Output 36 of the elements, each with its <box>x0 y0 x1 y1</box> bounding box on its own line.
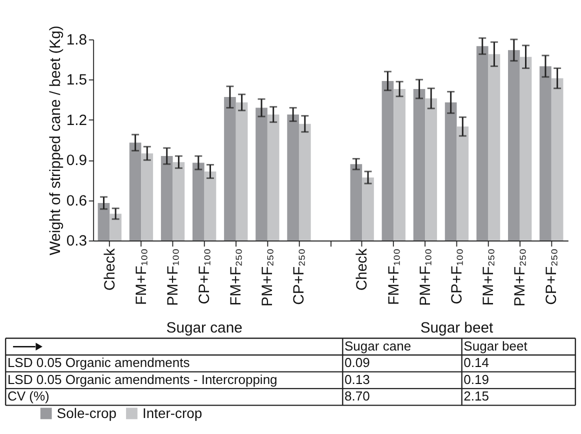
text: Sugar beet <box>464 338 528 354</box>
x-tick-label: FM+F₁₀₀ <box>134 248 150 306</box>
y-tick-label: 0.3 <box>66 234 88 250</box>
text: LSD 0.05 Organic amendments - Intercropping <box>7 372 278 387</box>
x-tick-label: CP+F₂₅₀ <box>292 248 308 305</box>
x-tick-label: CP+F₁₀₀ <box>449 248 466 304</box>
x-tick-label: CP+F₁₀₀ <box>196 248 213 304</box>
legend-label: Sole-crop <box>56 405 117 422</box>
text: 8.70 <box>344 388 370 404</box>
y-tick-label: 0.9 <box>66 153 88 170</box>
x-tick-label: FM+F₁₀₀ <box>386 248 402 306</box>
y-tick-label: 0.6 <box>66 193 88 210</box>
text: CV (%) <box>7 388 50 404</box>
text: 0.19 <box>464 372 490 387</box>
x-tick-label: FM+F₂₅₀ <box>228 248 245 306</box>
y-tick-label: 1.8 <box>66 32 88 49</box>
x-tick-label: Check <box>354 248 371 291</box>
text: 0.13 <box>344 372 370 387</box>
text: Sugar cane <box>344 338 412 354</box>
x-tick-label: CP+F₂₅₀ <box>544 248 560 305</box>
x-tick-label: FM+F₂₅₀ <box>480 248 497 306</box>
text: LSD 0.05 Organic amendments <box>7 355 190 370</box>
y-axis-title: Weight of stripped cane / beet (Kg) <box>48 26 64 256</box>
text: 0.14 <box>464 355 490 370</box>
x-tick-label: PM+F₁₀₀ <box>418 248 434 306</box>
y-tick-label: 1.5 <box>66 72 88 89</box>
text: Sugar cane <box>166 320 242 337</box>
x-tick-label: PM+F₁₀₀ <box>165 248 182 306</box>
legend-label: Inter-crop <box>142 405 202 422</box>
text: 0.09 <box>344 355 370 370</box>
text: 2.15 <box>464 388 490 404</box>
text: Sugar beet <box>420 320 494 337</box>
x-tick-label: Check <box>102 248 118 291</box>
x-tick-label: PM+F₂₅₀ <box>260 248 276 306</box>
y-tick-label: 1.2 <box>66 112 88 129</box>
x-tick-label: PM+F₂₅₀ <box>512 248 529 306</box>
